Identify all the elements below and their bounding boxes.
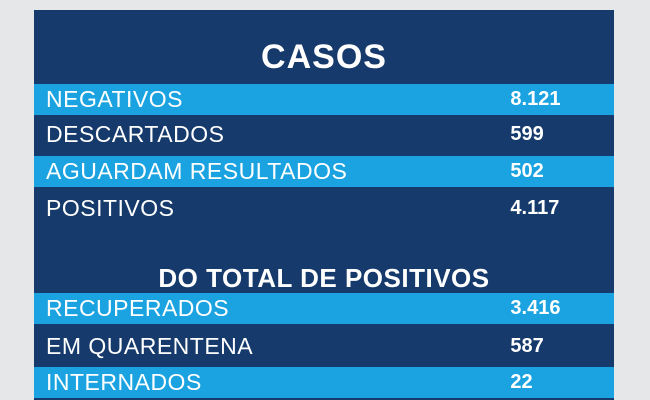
row-label: NEGATIVOS: [46, 86, 183, 112]
casos-row-negativos: NEGATIVOS 8.121: [34, 84, 614, 115]
row-label: RECUPERADOS: [46, 295, 230, 321]
row-label: AGUARDAM RESULTADOS: [46, 158, 348, 184]
row-value: 502: [510, 160, 544, 182]
stats-board: CASOS NEGATIVOS 8.121 DESCARTADOS 599 AG…: [34, 10, 614, 400]
casos-row-positivos: POSITIVOS 4.117: [34, 193, 614, 224]
positivos-row-quarentena: EM QUARENTENA 587: [34, 331, 614, 362]
casos-row-descartados: DESCARTADOS 599: [34, 119, 614, 150]
row-label: DESCARTADOS: [46, 121, 225, 147]
row-value: 4.117: [510, 197, 560, 219]
row-value: 599: [510, 123, 544, 145]
positivos-row-recuperados: RECUPERADOS 3.416: [34, 293, 614, 324]
row-value: 587: [510, 335, 544, 357]
row-label: INTERNADOS: [46, 369, 202, 395]
row-value: 3.416: [510, 297, 561, 319]
positivos-title: DO TOTAL DE POSITIVOS: [158, 263, 490, 293]
casos-title: CASOS: [261, 38, 387, 76]
row-label: POSITIVOS: [46, 195, 175, 221]
row-value: 22: [510, 371, 533, 393]
row-value: 8.121: [510, 88, 561, 110]
row-label: EM QUARENTENA: [46, 333, 254, 359]
casos-row-aguardam: AGUARDAM RESULTADOS 502: [34, 156, 614, 187]
positivos-row-internados: INTERNADOS 22: [34, 367, 614, 398]
